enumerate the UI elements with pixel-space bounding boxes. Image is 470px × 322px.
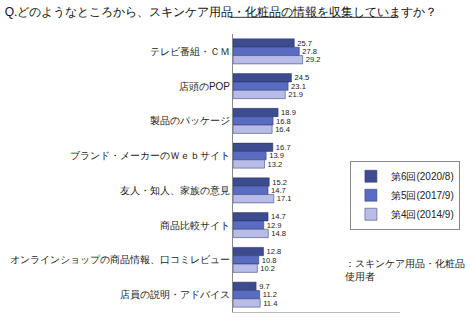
svg-text:15.2: 15.2 (272, 178, 287, 187)
svg-text:10.2: 10.2 (260, 264, 275, 273)
svg-text:29.2: 29.2 (306, 55, 321, 64)
svg-text:16.4: 16.4 (275, 125, 290, 134)
svg-text:9.7: 9.7 (259, 282, 270, 291)
svg-text:24.5: 24.5 (294, 73, 309, 82)
svg-text:17.1: 17.1 (277, 194, 292, 203)
svg-text:商品比較サイト: 商品比較サイト (160, 220, 230, 231)
svg-text:：スキンケア用品・化粧品使用者: ：スキンケア用品・化粧品使用者 (345, 258, 465, 282)
svg-text:11.4: 11.4 (263, 299, 277, 308)
svg-text:12.8: 12.8 (267, 247, 282, 256)
svg-text:14.7: 14.7 (271, 186, 286, 195)
svg-text:27.8: 27.8 (302, 47, 317, 56)
svg-text:14.8: 14.8 (271, 229, 286, 238)
svg-text:第4回(2014/9): 第4回(2014/9) (391, 209, 454, 220)
svg-text:製品のパッケージ: 製品のパッケージ (150, 115, 230, 126)
svg-text:14.7: 14.7 (271, 212, 286, 221)
svg-text:店員の説明・アドバイス: 店員の説明・アドバイス (120, 289, 230, 300)
svg-text:第6回(2020/8): 第6回(2020/8) (391, 171, 454, 182)
svg-text:ブランド・メーカーのＷｅｂサイト: ブランド・メーカーのＷｅｂサイト (70, 150, 230, 161)
svg-text:13.9: 13.9 (269, 151, 284, 160)
svg-text:オンラインショップの商品情報、口コミレビュー: オンラインショップの商品情報、口コミレビュー (10, 254, 230, 265)
svg-text:18.9: 18.9 (281, 108, 296, 117)
svg-text:16.8: 16.8 (276, 117, 291, 126)
svg-text:12.9: 12.9 (267, 221, 282, 230)
svg-text:第5回(2017/9): 第5回(2017/9) (391, 190, 454, 201)
svg-text:友人・知人、家族の意見: 友人・知人、家族の意見 (120, 185, 230, 196)
svg-text:店頭のPOP: 店頭のPOP (179, 81, 230, 92)
svg-text:11.2: 11.2 (263, 290, 277, 299)
svg-text:23.1: 23.1 (291, 82, 306, 91)
svg-text:16.7: 16.7 (276, 143, 291, 152)
svg-text:13.2: 13.2 (267, 160, 282, 169)
svg-text:テレビ番組・ＣＭ: テレビ番組・ＣＭ (150, 46, 230, 57)
svg-text:10.8: 10.8 (262, 256, 277, 265)
svg-text:21.9: 21.9 (288, 90, 303, 99)
svg-text:Q.どのようなところから、スキンケア用品・化粧品の情報を収集: Q.どのようなところから、スキンケア用品・化粧品の情報を収集していますか？ (5, 5, 438, 19)
svg-text:25.7: 25.7 (297, 39, 312, 48)
